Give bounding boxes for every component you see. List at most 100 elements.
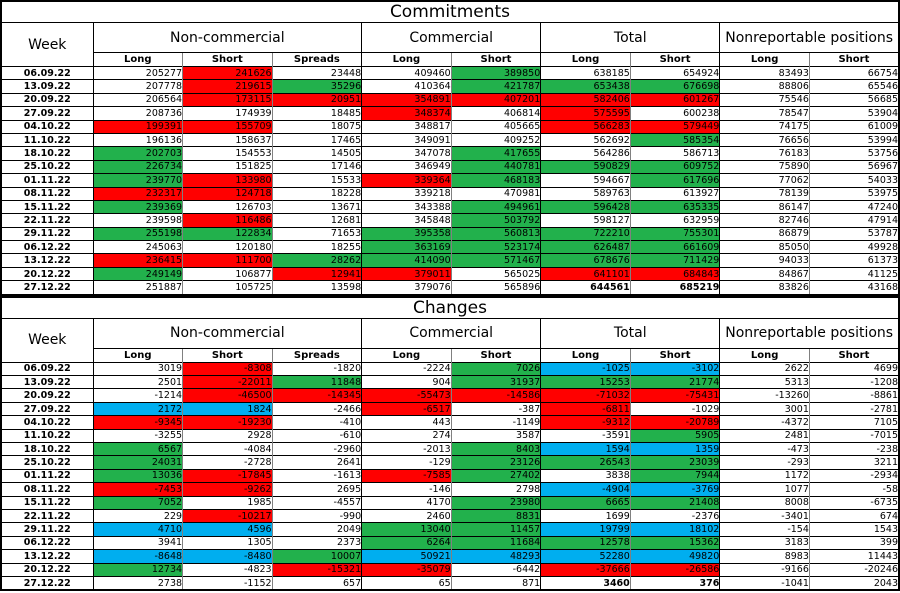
data-cell: 8403	[450, 441, 541, 456]
data-cell: 158637	[182, 132, 273, 147]
week-cell: 29.11.22	[0, 522, 93, 537]
data-cell: 236415	[92, 253, 183, 268]
data-cell: -1025	[540, 361, 631, 376]
data-cell: 85050	[719, 240, 810, 254]
data-cell: 565896	[450, 280, 541, 295]
data-cell: 18102	[629, 522, 720, 537]
data-cell: -238	[808, 441, 899, 456]
data-cell: 676698	[629, 79, 720, 94]
week-cell: 04.10.22	[0, 119, 93, 134]
data-cell: 84867	[719, 266, 810, 281]
week-cell: 13.12.22	[0, 549, 93, 563]
data-cell: 1305	[182, 535, 273, 550]
data-cell: -1613	[271, 468, 362, 483]
data-cell: 443	[361, 415, 452, 430]
data-cell: -7585	[361, 468, 452, 483]
data-cell: 2798	[450, 482, 541, 497]
week-cell: 29.11.22	[0, 226, 93, 241]
data-cell: 21774	[629, 375, 720, 389]
week-cell: 18.10.22	[0, 441, 93, 456]
data-cell: 343388	[361, 199, 452, 214]
data-cell: 12941	[271, 266, 362, 281]
data-cell: -10217	[182, 508, 273, 523]
data-cell: -26586	[629, 562, 720, 577]
data-cell: -8861	[808, 388, 899, 403]
data-cell: 23126	[450, 455, 541, 470]
data-cell: 617696	[629, 173, 720, 188]
data-cell: 586713	[629, 146, 720, 161]
data-cell: -154	[719, 522, 810, 537]
column-header: Long	[361, 347, 452, 363]
data-cell: 12681	[271, 213, 362, 228]
data-cell: 251887	[92, 280, 183, 295]
data-cell: 17465	[271, 132, 362, 147]
changes-table: Changes Week Non-commercial Commercial Total…	[0, 295, 900, 592]
data-cell: 15533	[271, 173, 362, 188]
data-cell: 11443	[808, 549, 899, 563]
column-header: Long	[540, 347, 631, 363]
data-cell: 2501	[92, 375, 183, 389]
data-cell: 1172	[719, 468, 810, 483]
data-cell: -129	[361, 455, 452, 470]
data-cell: -46500	[182, 388, 273, 403]
data-cell: 53994	[808, 132, 899, 147]
data-cell: 239598	[92, 213, 183, 228]
data-cell: -9262	[182, 482, 273, 497]
data-cell: -9345	[92, 415, 183, 430]
data-cell: 105725	[182, 280, 273, 295]
week-cell: 11.10.22	[0, 428, 93, 443]
week-cell: 18.10.22	[0, 146, 93, 161]
week-cell: 01.11.22	[0, 173, 93, 188]
week-cell: 08.11.22	[0, 186, 93, 201]
data-cell: 239770	[92, 173, 183, 188]
data-cell: 13598	[271, 280, 362, 295]
data-cell: 75890	[719, 159, 810, 174]
data-cell: 232317	[92, 186, 183, 201]
data-cell: 6665	[540, 495, 631, 510]
week-cell: 06.09.22	[0, 361, 93, 376]
data-cell: -2466	[271, 401, 362, 416]
data-cell: 245063	[92, 240, 183, 254]
data-cell: -1820	[271, 361, 362, 376]
data-cell: 7026	[450, 361, 541, 376]
data-cell: 4170	[361, 495, 452, 510]
data-cell: 49928	[808, 240, 899, 254]
column-header: Spreads	[271, 347, 362, 363]
data-cell: 2622	[719, 361, 810, 376]
week-cell: 13.12.22	[0, 253, 93, 268]
week-cell: 25.10.22	[0, 159, 93, 174]
data-cell: 632959	[629, 213, 720, 228]
data-cell: 503792	[450, 213, 541, 228]
data-cell: -6811	[540, 401, 631, 416]
week-cell: 15.11.22	[0, 495, 93, 510]
week-cell: 20.09.22	[0, 388, 93, 403]
data-cell: 31937	[450, 375, 541, 389]
group-header: Commercial	[361, 22, 541, 53]
data-cell: 1699	[540, 508, 631, 523]
data-cell: 49820	[629, 549, 720, 563]
data-cell: 53904	[808, 106, 899, 121]
week-cell: 20.12.22	[0, 562, 93, 577]
data-cell: -1041	[719, 575, 810, 591]
data-cell: -55473	[361, 388, 452, 403]
data-cell: 6264	[361, 535, 452, 550]
column-header: Spreads	[271, 52, 362, 67]
data-cell: 410364	[361, 79, 452, 94]
data-cell: 470981	[450, 186, 541, 201]
data-cell: 8831	[450, 508, 541, 523]
data-cell: 562692	[540, 132, 631, 147]
data-cell: 1543	[808, 522, 899, 537]
data-cell: 241626	[182, 65, 273, 80]
week-cell: 11.10.22	[0, 132, 93, 147]
data-cell: 414090	[361, 253, 452, 268]
data-cell: 613927	[629, 186, 720, 201]
data-cell: -387	[450, 401, 541, 416]
data-cell: -4557	[271, 495, 362, 510]
data-cell: 345848	[361, 213, 452, 228]
data-cell: 206564	[92, 92, 183, 107]
data-cell: 28262	[271, 253, 362, 268]
data-cell: 13671	[271, 199, 362, 214]
data-cell: 13040	[361, 522, 452, 537]
data-cell: 26543	[540, 455, 631, 470]
data-cell: 1359	[629, 441, 720, 456]
